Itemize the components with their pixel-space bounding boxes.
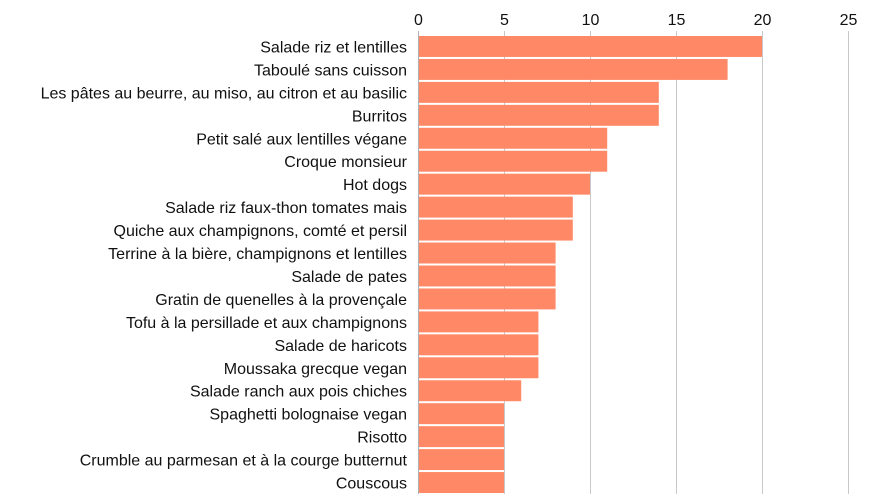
bar	[418, 449, 504, 471]
category-label: Petit salé aux lentilles végane	[196, 131, 407, 148]
category-label: Salade riz faux-thon tomates mais	[165, 200, 407, 217]
x-tick-label: 5	[500, 12, 509, 29]
bar	[418, 173, 590, 195]
bars	[418, 36, 762, 493]
bar	[418, 403, 504, 425]
bar	[418, 196, 573, 218]
x-axis-tick-labels: 0 5 10 15 20 25	[414, 12, 857, 29]
bar	[418, 288, 556, 310]
category-label: Couscous	[336, 476, 407, 493]
category-label: Taboulé sans cuisson	[254, 62, 407, 79]
category-label: Croque monsieur	[284, 154, 407, 171]
x-tick-label: 20	[754, 12, 772, 29]
category-label: Salade de haricots	[274, 338, 407, 355]
x-tick-label: 10	[582, 12, 600, 29]
category-label: Gratin de quenelles à la provençale	[155, 292, 407, 309]
category-label: Les pâtes au beurre, au miso, au citron …	[41, 85, 407, 102]
bar	[418, 472, 504, 493]
category-label: Terrine à la bière, champignons et lenti…	[108, 246, 407, 263]
bar	[418, 426, 504, 448]
category-label: Salade de pates	[291, 269, 407, 286]
bar	[418, 58, 728, 80]
category-label: Crumble au parmesan et à la courge butte…	[80, 453, 408, 470]
bar	[418, 357, 539, 379]
bar	[418, 104, 659, 126]
bar	[418, 81, 659, 103]
bar	[418, 127, 608, 149]
category-labels: Salade riz et lentilles Taboulé sans cuis…	[41, 39, 408, 492]
category-label: Risotto	[357, 430, 407, 447]
category-label: Salade riz et lentilles	[260, 39, 407, 56]
bar	[418, 334, 539, 356]
bar	[418, 311, 539, 333]
category-label: Tofu à la persillade et aux champignons	[126, 315, 407, 332]
x-tick-label: 0	[414, 12, 423, 29]
category-label: Spaghetti bolognaise vegan	[210, 407, 408, 424]
bar	[418, 219, 573, 241]
bar	[418, 36, 762, 57]
bar	[418, 242, 556, 264]
x-tick-label: 25	[840, 12, 858, 29]
category-label: Burritos	[352, 108, 407, 125]
category-label: Salade ranch aux pois chiches	[190, 384, 407, 401]
category-label: Quiche aux champignons, comté et persil	[114, 223, 407, 240]
category-label: Hot dogs	[343, 177, 407, 194]
bar	[418, 265, 556, 287]
category-label: Moussaka grecque vegan	[224, 361, 407, 378]
x-tick-label: 15	[668, 12, 686, 29]
bar	[418, 380, 522, 402]
bar	[418, 150, 608, 172]
